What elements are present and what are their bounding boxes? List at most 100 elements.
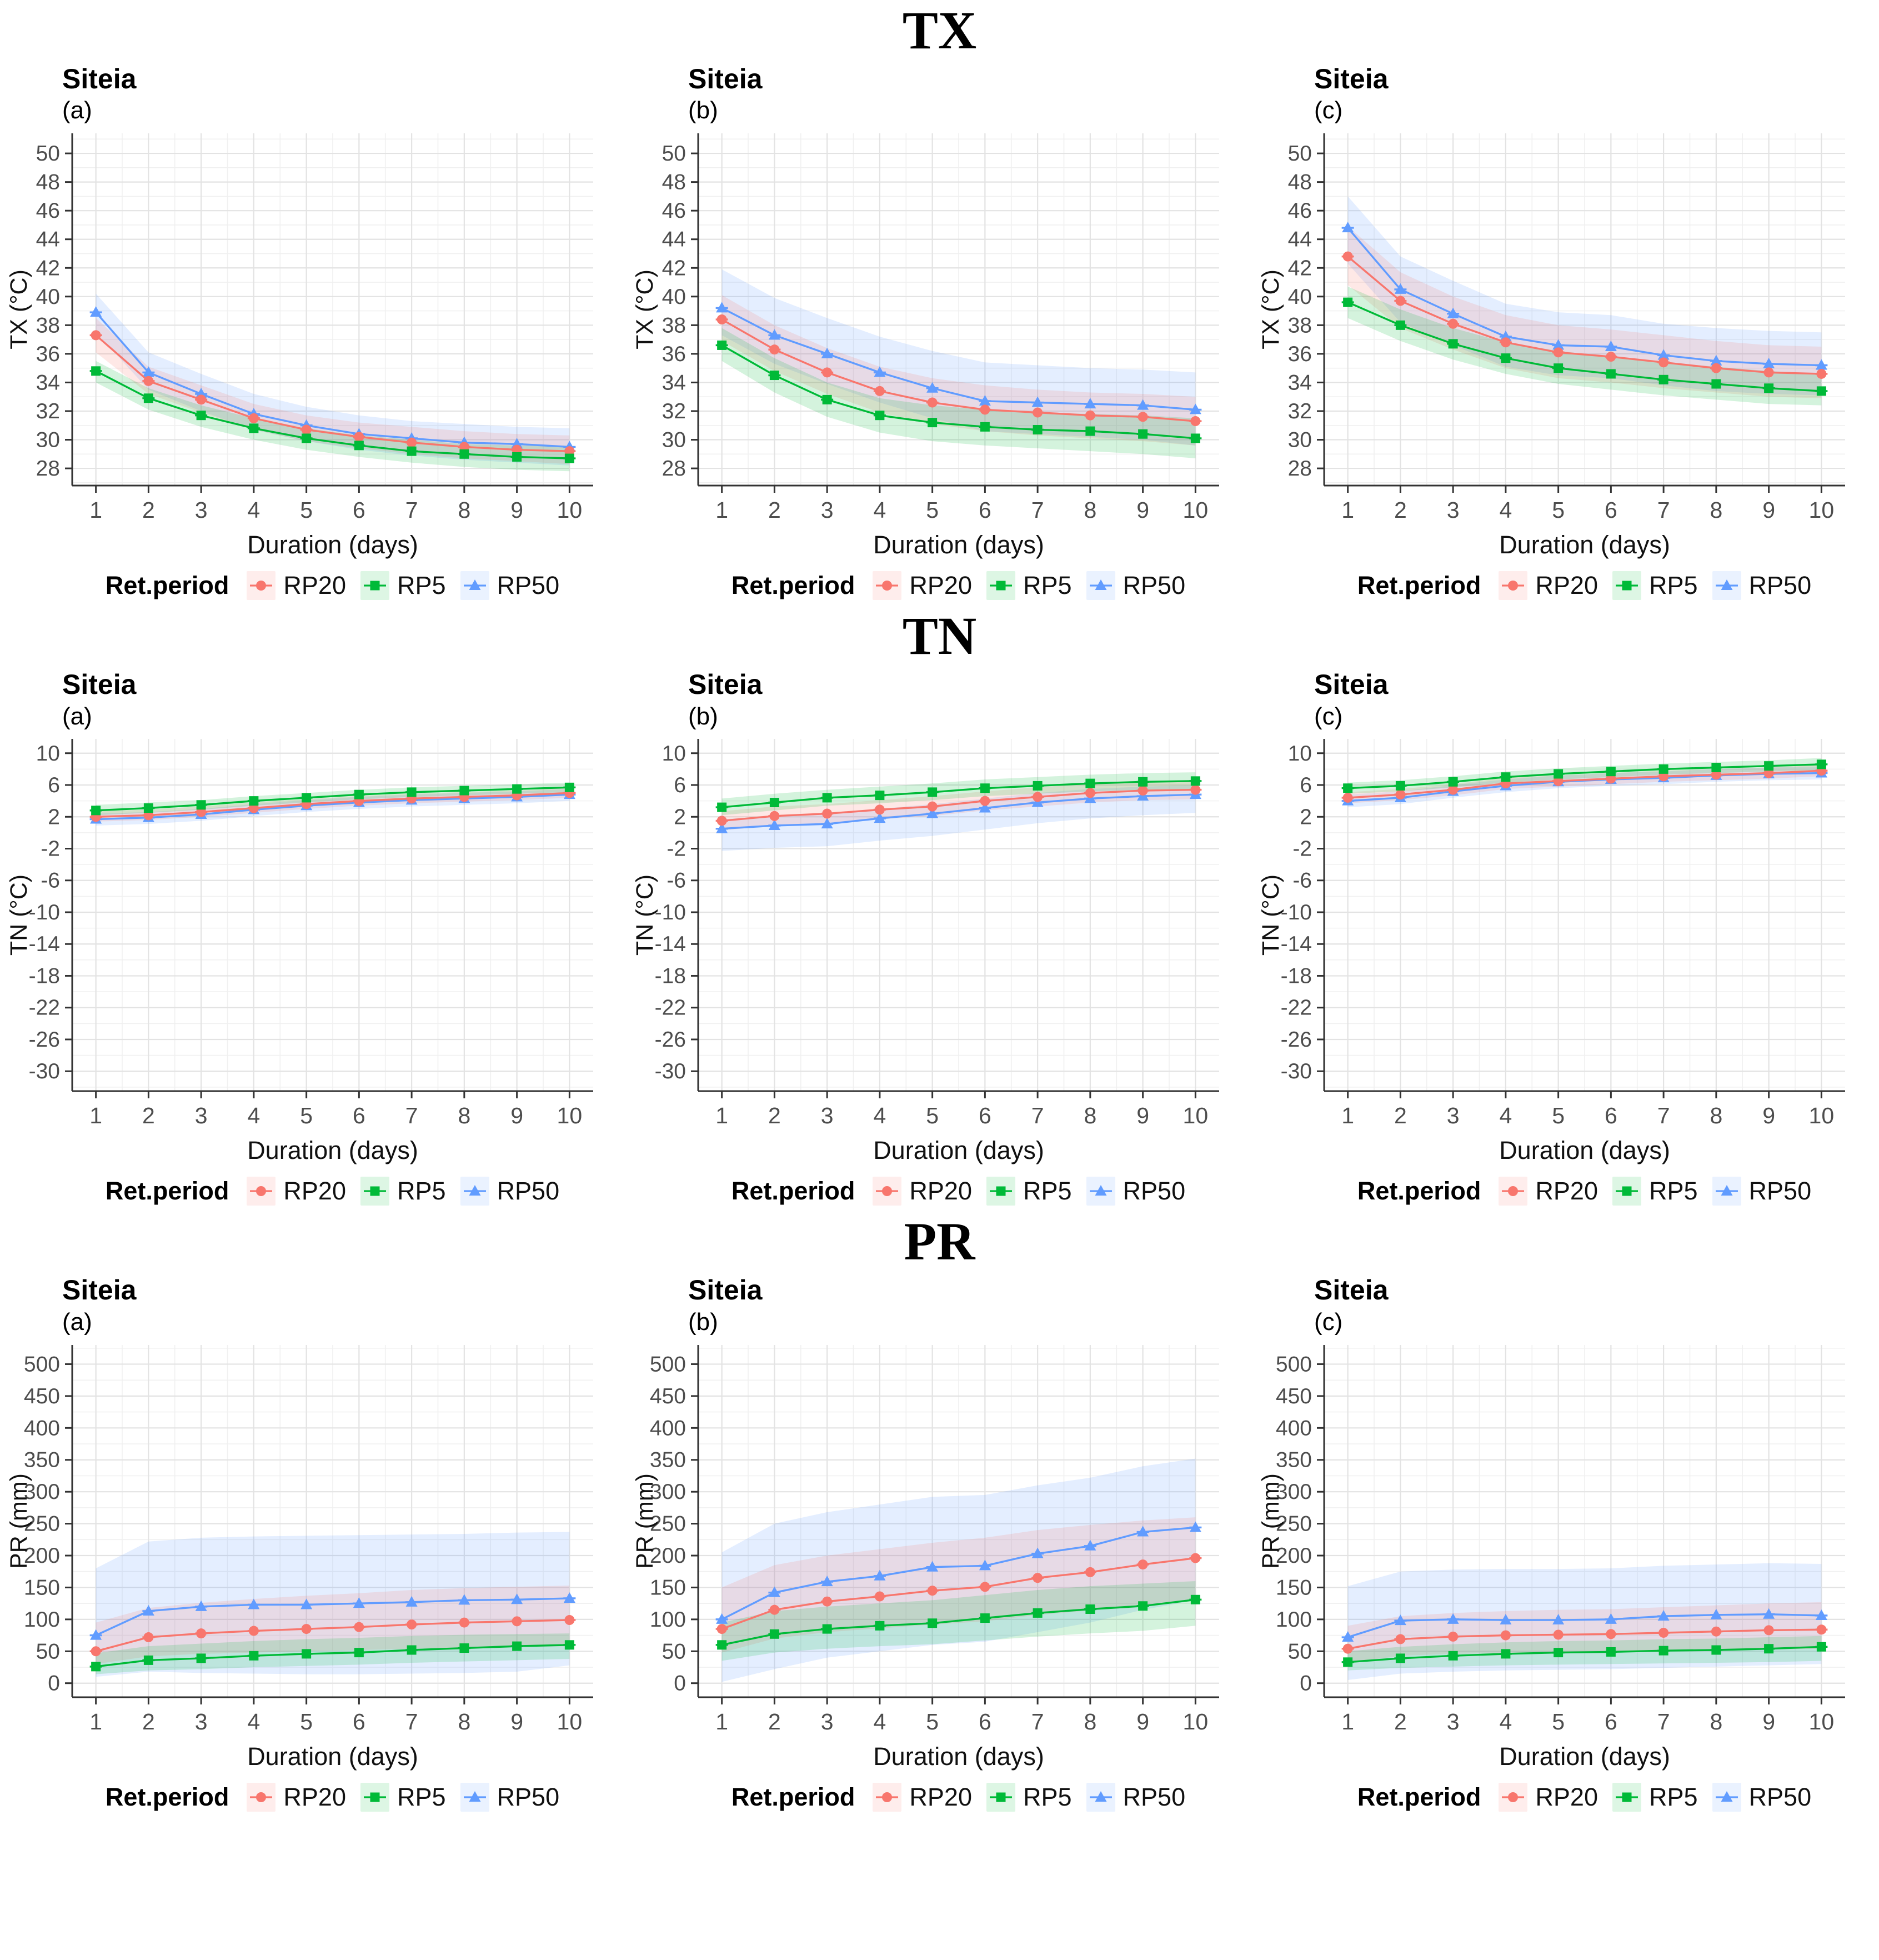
legend-entry-rp20: RP20 — [1499, 571, 1598, 601]
svg-text:100: 100 — [650, 1607, 686, 1631]
pr-panels: Siteia (a) 0 50 100 150 200 250 300 350 400 450 50… — [0, 1270, 1879, 1817]
legend-label-rp5: RP5 — [1648, 1177, 1698, 1206]
svg-text:3: 3 — [821, 1709, 834, 1734]
svg-text:46: 46 — [36, 199, 60, 223]
svg-text:42: 42 — [36, 256, 60, 280]
legend-label-rp50: RP50 — [497, 571, 560, 600]
panel-tx-c: Siteia (c) 28 30 32 34 36 38 40 42 44 46 48 50 1 2 3 4 5… — [1252, 59, 1878, 606]
panel-label: (c) — [1314, 1308, 1343, 1336]
svg-text:5: 5 — [926, 1103, 939, 1128]
panel-pr-b: Siteia (b) 0 50 100 150 200 250 300 350 400 450 50… — [626, 1270, 1252, 1817]
svg-text:0: 0 — [1300, 1671, 1312, 1695]
svg-text:32: 32 — [36, 399, 60, 423]
legend-label-rp50: RP50 — [1748, 1782, 1812, 1811]
svg-text:7: 7 — [1031, 1709, 1044, 1734]
legend-label-rp20: RP20 — [909, 1782, 972, 1811]
panel-tx-a: Siteia (a) 28 30 32 34 36 38 40 42 44 46 48 50 1 2 3 4 5… — [0, 59, 626, 606]
legend-key-rp20-icon — [1499, 1177, 1528, 1206]
svg-text:9: 9 — [1762, 497, 1775, 523]
svg-text:-10: -10 — [1281, 901, 1312, 924]
svg-text:50: 50 — [1288, 142, 1312, 166]
legend-key-rp5-icon — [360, 1177, 389, 1206]
panel-header: Siteia (c) — [1314, 669, 1878, 731]
svg-text:3: 3 — [195, 1709, 208, 1734]
svg-text:-26: -26 — [655, 1028, 686, 1052]
svg-text:34: 34 — [36, 371, 60, 395]
panel-title: Siteia — [1314, 669, 1389, 701]
tx-panels: Siteia (a) 28 30 32 34 36 38 40 42 44 46 48 50 1 2 3 4 5… — [0, 59, 1879, 606]
svg-text:TX (°C): TX (°C) — [632, 269, 658, 349]
svg-text:300: 300 — [650, 1480, 686, 1504]
svg-text:1: 1 — [715, 497, 728, 523]
svg-text:450: 450 — [1276, 1384, 1312, 1408]
svg-text:250: 250 — [24, 1512, 60, 1536]
svg-text:400: 400 — [650, 1416, 686, 1440]
svg-text:-22: -22 — [655, 996, 686, 1020]
legend-key-rp50-icon — [460, 1177, 489, 1206]
svg-text:38: 38 — [1288, 314, 1312, 338]
svg-text:36: 36 — [1288, 342, 1312, 366]
legend-label-rp5: RP5 — [1023, 571, 1072, 600]
panel-header: Siteia (c) — [1314, 63, 1878, 126]
legend-key-rp5-icon — [360, 1782, 389, 1812]
svg-text:8: 8 — [1710, 497, 1722, 523]
svg-text:44: 44 — [1288, 228, 1312, 252]
svg-text:5: 5 — [300, 1709, 313, 1734]
panel-label: (a) — [62, 97, 92, 124]
svg-text:6: 6 — [674, 773, 686, 797]
svg-text:9: 9 — [510, 1103, 523, 1128]
svg-text:6: 6 — [353, 1709, 365, 1734]
legend-label-rp5: RP5 — [1023, 1782, 1072, 1811]
legend: Ret.period RP20 RP5 RP50 — [1291, 1782, 1878, 1812]
svg-text:7: 7 — [405, 1103, 418, 1128]
panel-header: Siteia (c) — [1314, 1274, 1878, 1337]
svg-text:2: 2 — [768, 1103, 781, 1128]
svg-text:28: 28 — [662, 457, 686, 481]
svg-text:9: 9 — [510, 1709, 523, 1734]
svg-text:9: 9 — [1762, 1103, 1775, 1128]
legend: Ret.period RP20 RP5 RP50 — [665, 1177, 1252, 1206]
svg-text:TN (°C): TN (°C) — [1257, 874, 1284, 956]
svg-text:7: 7 — [405, 1709, 418, 1734]
svg-text:1: 1 — [89, 1709, 102, 1734]
svg-text:6: 6 — [979, 497, 991, 523]
svg-text:10: 10 — [1809, 1709, 1835, 1734]
svg-text:50: 50 — [36, 142, 60, 166]
panel-tn-a: Siteia (a) -30 -26 -22 -18 -14 -10 -6 -2 2 6 10 1 2 3… — [0, 664, 626, 1211]
legend-label-rp50: RP50 — [1123, 1782, 1186, 1811]
legend-label-rp50: RP50 — [497, 1782, 560, 1811]
legend-entry-rp50: RP50 — [460, 571, 560, 601]
svg-text:-14: -14 — [1281, 933, 1312, 957]
legend-entry-rp5: RP5 — [1612, 1782, 1698, 1812]
svg-text:9: 9 — [1136, 1709, 1149, 1734]
svg-text:Duration (days): Duration (days) — [873, 1742, 1044, 1771]
legend-label-rp5: RP5 — [397, 571, 446, 600]
svg-text:50: 50 — [1288, 1639, 1312, 1663]
legend-key-rp20-icon — [873, 571, 902, 601]
tn-panels: Siteia (a) -30 -26 -22 -18 -14 -10 -6 -2 2 6 10 1 2 3… — [0, 664, 1879, 1211]
svg-text:7: 7 — [1657, 1103, 1670, 1128]
legend-entry-rp20: RP20 — [247, 1177, 346, 1206]
legend-key-rp5-icon — [1612, 1782, 1641, 1812]
svg-text:6: 6 — [353, 497, 365, 523]
svg-text:2: 2 — [48, 806, 60, 829]
svg-text:Duration (days): Duration (days) — [1499, 1136, 1670, 1164]
panel-title: Siteia — [688, 669, 763, 701]
panel-label: (a) — [62, 1308, 92, 1336]
svg-text:TN (°C): TN (°C) — [632, 874, 658, 956]
legend-key-rp20-icon — [247, 1177, 276, 1206]
svg-text:350: 350 — [1276, 1448, 1312, 1472]
svg-text:7: 7 — [1657, 497, 1670, 523]
row-tx: TX Siteia (a) 28 30 32 34 36 38 40 42 44 46 48 50 1 2… — [0, 3, 1879, 606]
panel-header: Siteia (b) — [688, 63, 1252, 126]
panel-header: Siteia (a) — [62, 63, 626, 126]
svg-text:28: 28 — [36, 457, 60, 481]
svg-text:44: 44 — [36, 228, 60, 252]
legend-label-rp5: RP5 — [1648, 1782, 1698, 1811]
svg-text:8: 8 — [1084, 1709, 1096, 1734]
svg-text:250: 250 — [650, 1512, 686, 1536]
svg-text:10: 10 — [1183, 1709, 1209, 1734]
svg-text:38: 38 — [662, 314, 686, 338]
svg-text:450: 450 — [650, 1384, 686, 1408]
svg-text:10: 10 — [1183, 1103, 1209, 1128]
